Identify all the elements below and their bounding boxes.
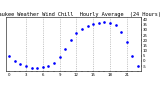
Title: Milwaukee Weather Wind Chill  Hourly Average  (24 Hours): Milwaukee Weather Wind Chill Hourly Aver… <box>0 12 160 17</box>
